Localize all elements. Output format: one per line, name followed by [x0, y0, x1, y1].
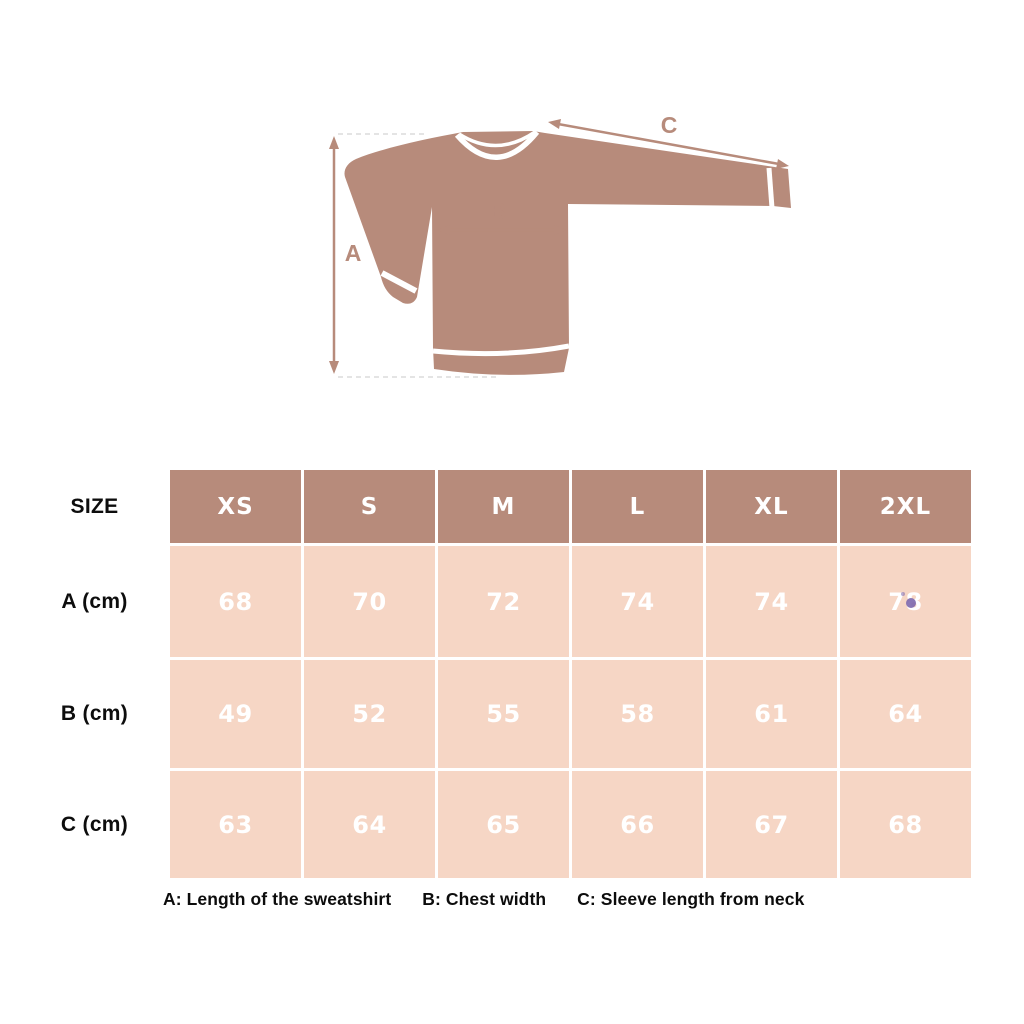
cell-a-l: 74 [572, 546, 703, 657]
cell-a-2xl: 78 [840, 546, 971, 657]
row-label-a: A (cm) [0, 546, 167, 657]
cell-a-m: 72 [438, 546, 569, 657]
cell-b-2xl: 64 [840, 660, 971, 768]
cell-b-xs: 49 [170, 660, 301, 768]
cell-c-2xl: 68 [840, 771, 971, 878]
col-header-xs: XS [170, 470, 301, 543]
stray-purple-mark [906, 598, 916, 608]
col-header-2xl: 2XL [840, 470, 971, 543]
cell-c-l: 66 [572, 771, 703, 878]
col-header-xl: XL [706, 470, 837, 543]
hem-stripe [432, 343, 570, 357]
size-table: SIZE XS S M L XL 2XL A (cm) 68 70 72 74 … [0, 470, 971, 878]
cell-c-m: 65 [438, 771, 569, 878]
col-header-m: M [438, 470, 569, 543]
cell-b-xl: 61 [706, 660, 837, 768]
legend-item-c: C: Sleeve length from neck [577, 889, 805, 909]
arrow-c [548, 119, 789, 169]
collar-outer-arc [454, 130, 540, 160]
col-header-s: S [304, 470, 435, 543]
cell-a-xs: 68 [170, 546, 301, 657]
measurement-legend: A: Length of the sweatshirt B: Chest wid… [163, 889, 804, 910]
sweatshirt-silhouette [344, 131, 791, 375]
row-label-c: C (cm) [0, 771, 167, 878]
cell-a-s: 70 [304, 546, 435, 657]
arrow-a [329, 136, 339, 374]
collar-inner-arc [458, 130, 536, 148]
arrow-b-label: B [490, 198, 507, 224]
legend-item-b: B: Chest width [422, 889, 547, 909]
cell-b-m: 55 [438, 660, 569, 768]
right-cuff-stripe [766, 167, 775, 209]
legend-item-a: A: Length of the sweatshirt [163, 889, 392, 909]
row-label-b: B (cm) [0, 660, 167, 768]
col-header-l: L [572, 470, 703, 543]
cell-b-s: 52 [304, 660, 435, 768]
arrow-a-label: A [345, 240, 362, 266]
cell-b-l: 58 [572, 660, 703, 768]
size-corner-label: SIZE [0, 470, 167, 543]
cell-a-xl: 74 [706, 546, 837, 657]
cell-c-s: 64 [304, 771, 435, 878]
stray-purple-mark-small [901, 592, 905, 596]
arrow-c-label: C [661, 112, 678, 138]
cell-c-xl: 67 [706, 771, 837, 878]
cell-c-xs: 63 [170, 771, 301, 878]
sweatshirt-diagram: A B C [329, 112, 791, 378]
arrow-b [437, 225, 567, 235]
left-cuff-stripe [380, 270, 418, 294]
